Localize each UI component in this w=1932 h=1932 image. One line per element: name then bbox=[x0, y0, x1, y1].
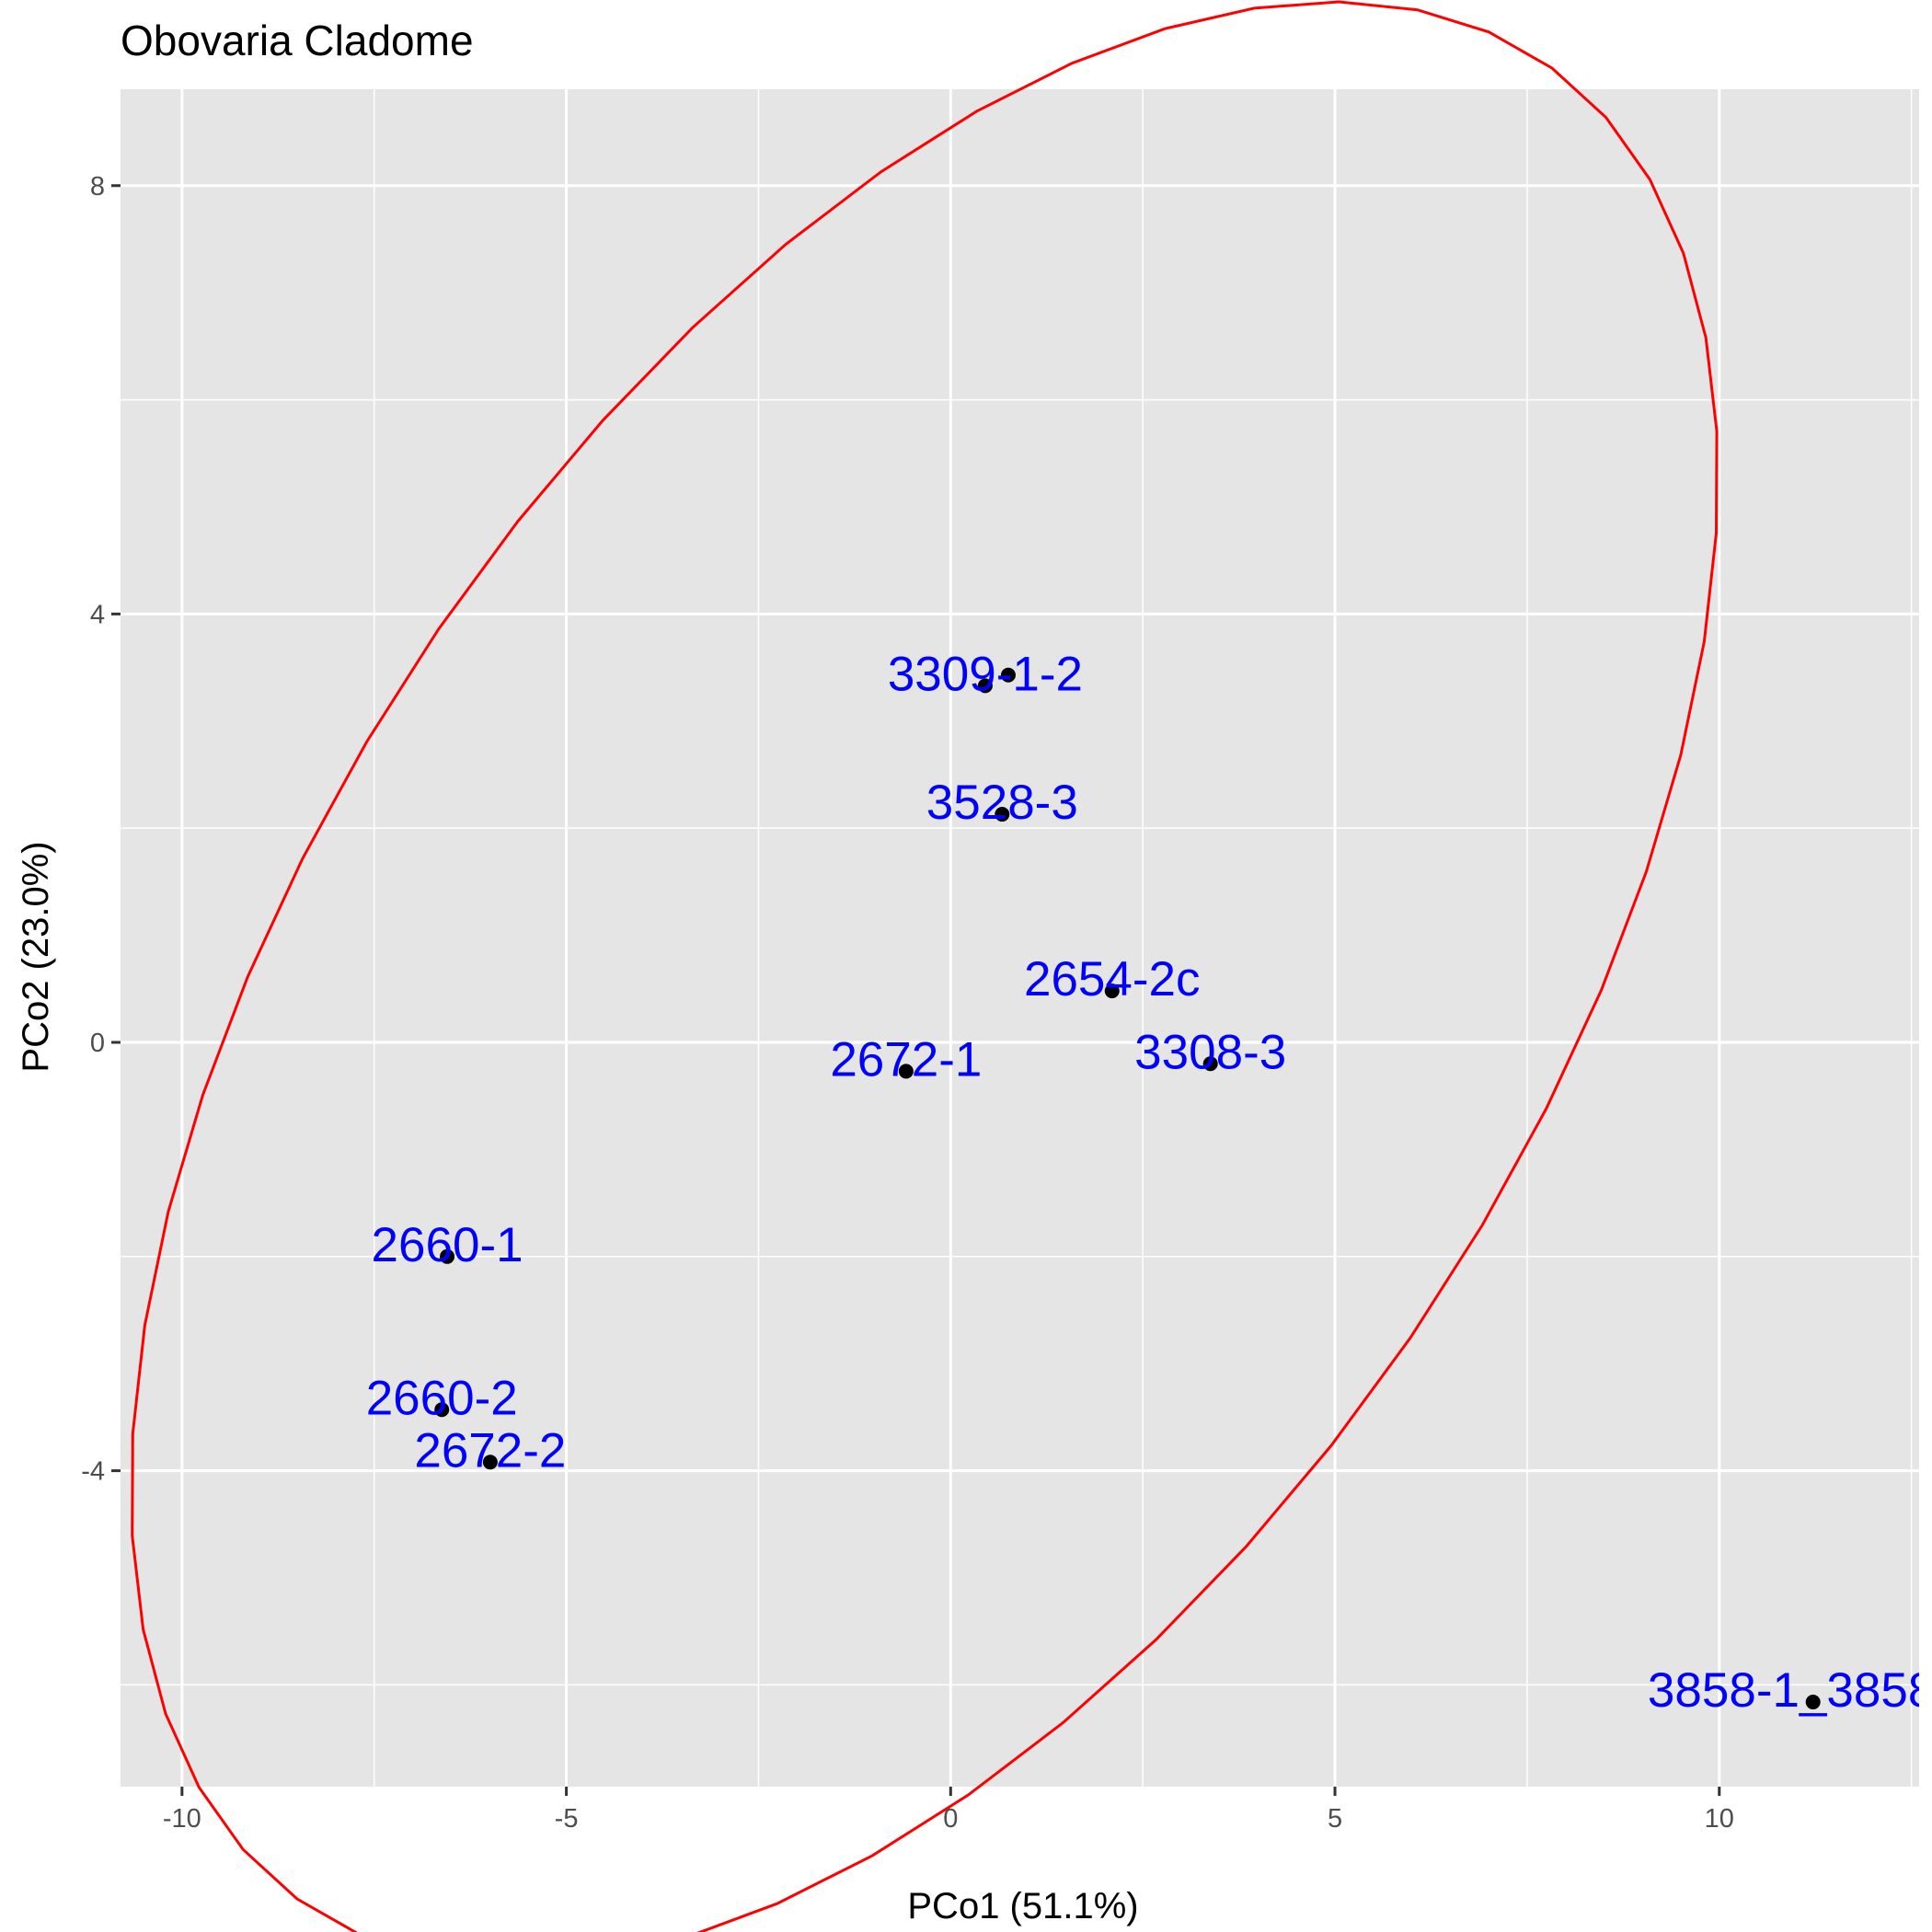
point-label: 3858-1_3858-2 bbox=[1648, 1663, 1932, 1718]
y-tick-label: 4 bbox=[90, 600, 105, 629]
data-point bbox=[1104, 983, 1120, 999]
data-point bbox=[440, 1248, 455, 1264]
y-axis-title: PCo2 (23.0%) bbox=[16, 841, 56, 1072]
point-labels: 3309-1-2 3528-3 2654-2c 2672-1 3308-3 2660-1 2… bbox=[366, 647, 1932, 1718]
y-tick-label: 0 bbox=[90, 1029, 105, 1058]
point-label: 2660-1 bbox=[372, 1218, 523, 1272]
x-tick-label: -10 bbox=[163, 1804, 201, 1834]
point-label: 3308-3 bbox=[1134, 1025, 1286, 1079]
data-point bbox=[1000, 667, 1016, 683]
y-tick-label: 8 bbox=[90, 172, 105, 201]
data-points bbox=[434, 667, 1821, 1710]
confidence-ellipse-layer bbox=[131, 0, 1719, 1932]
x-axis: -10 -5 0 5 10 bbox=[163, 1787, 1734, 1834]
plot-panel bbox=[121, 89, 1919, 1787]
x-tick-label: -5 bbox=[555, 1804, 579, 1834]
point-label: 3309-1-2 bbox=[888, 647, 1083, 701]
data-point bbox=[434, 1402, 450, 1418]
x-tick-label: 5 bbox=[1328, 1804, 1342, 1834]
data-point bbox=[482, 1455, 498, 1470]
point-label: 2672-1 bbox=[830, 1032, 982, 1087]
x-axis-title: PCo1 (51.1%) bbox=[907, 1886, 1138, 1926]
data-point bbox=[1202, 1056, 1218, 1072]
data-point bbox=[977, 678, 993, 694]
y-axis: -4 0 4 8 bbox=[81, 172, 121, 1487]
x-tick-label: 0 bbox=[943, 1804, 958, 1834]
x-tick-label: 10 bbox=[1705, 1804, 1734, 1834]
confidence-ellipse bbox=[131, 0, 1719, 1932]
point-label: 2672-2 bbox=[414, 1423, 566, 1478]
gridlines bbox=[121, 89, 1919, 1787]
point-label: 2654-2c bbox=[1024, 952, 1201, 1006]
point-label: 2660-2 bbox=[366, 1371, 518, 1425]
data-point bbox=[995, 807, 1010, 822]
y-tick-label: -4 bbox=[81, 1457, 105, 1487]
data-point bbox=[898, 1064, 914, 1079]
point-label: 3528-3 bbox=[926, 776, 1078, 830]
chart-title: Obovaria Cladome bbox=[121, 17, 474, 64]
data-point bbox=[1805, 1695, 1821, 1710]
